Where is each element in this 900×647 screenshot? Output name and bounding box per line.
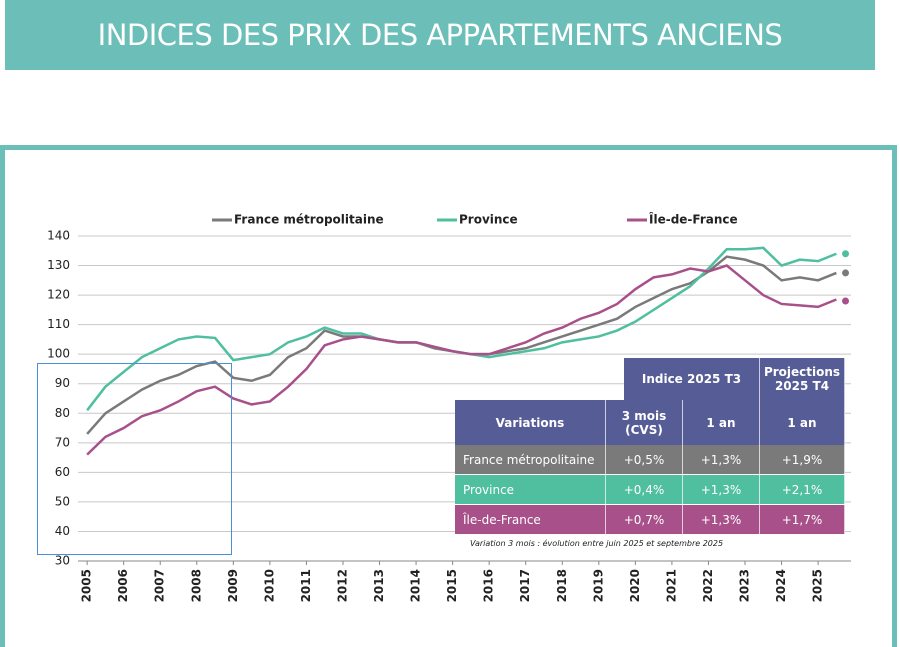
column-header: 1 an [760,400,845,445]
page-title: INDICES DES PRIX DES APPARTEMENTS ANCIEN… [97,18,783,52]
y-tick-label: 60 [55,465,70,479]
x-tick-label: 2010 [262,569,276,602]
table-cell: +0,5% [606,445,683,474]
column-header: Variations [455,400,606,445]
x-tick-label: 2011 [299,569,313,602]
y-tick-label: 50 [55,494,70,508]
x-tick-label: 2020 [628,569,642,602]
legend-label: France métropolitaine [234,213,384,227]
chart-frame [0,145,897,647]
y-tick-label: 100 [47,347,70,361]
x-tick-label: 2024 [774,569,788,602]
x-tick-label: 2014 [409,569,423,602]
table-cell: +0,4% [606,475,683,504]
table-cell: +1,7% [760,505,845,534]
table-cell: +1,3% [683,475,760,504]
projection-dot [842,297,850,305]
x-tick-label: 2009 [226,569,240,602]
y-tick-label: 90 [55,376,70,390]
x-tick-label: 2018 [555,569,569,602]
column-header: 1 an [683,400,760,445]
table-cell: +1,3% [683,445,760,474]
y-tick-label: 110 [47,317,70,331]
x-tick-label: 2007 [153,569,167,602]
series-line [86,264,837,456]
y-tick-label: 70 [55,435,70,449]
group-header: Projections 2025 T4 [760,358,845,400]
table-cell: Île-de-France [455,505,606,534]
y-tick-label: 40 [55,524,70,538]
x-tick-label: 2012 [335,569,349,602]
x-tick-label: 2006 [116,569,130,602]
title-banner: INDICES DES PRIX DES APPARTEMENTS ANCIEN… [5,0,875,70]
group-header: Indice 2025 T3 [624,358,760,400]
table-cell: +1,3% [683,505,760,534]
x-tick-label: 2008 [189,569,203,602]
legend-label: Île-de-France [649,212,738,227]
table-cell: +1,9% [760,445,845,474]
y-tick-label: 80 [55,406,70,420]
column-header: 3 mois (CVS) [606,400,683,445]
x-tick-label: 2023 [738,569,752,602]
y-tick-label: 140 [47,229,70,243]
table-cell: +0,7% [606,505,683,534]
table-cell: Province [455,475,606,504]
projection-dot [842,269,850,277]
x-tick-label: 2019 [591,569,605,602]
x-tick-label: 2017 [518,569,532,602]
y-tick-label: 120 [47,288,70,302]
x-tick-label: 2022 [701,569,715,602]
x-tick-label: 2005 [80,569,94,602]
x-tick-label: 2025 [811,569,825,602]
y-tick-label: 30 [55,554,70,568]
legend-label: Province [459,213,518,227]
table-cell: +2,1% [760,475,845,504]
x-tick-label: 2021 [664,569,678,602]
x-tick-label: 2015 [445,569,459,602]
x-tick-label: 2016 [482,569,496,602]
table-cell: France métropolitaine [455,445,606,474]
table-note: Variation 3 mois : évolution entre juin … [470,539,724,548]
selection-box [37,363,232,555]
projection-dot [842,250,850,258]
x-tick-label: 2013 [372,569,386,602]
y-tick-label: 130 [47,258,70,272]
